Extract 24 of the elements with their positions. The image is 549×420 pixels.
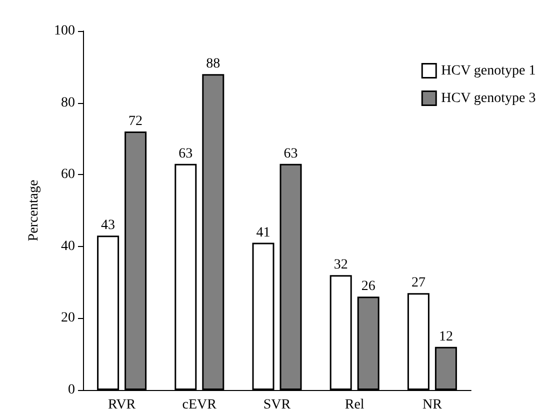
data-label: 88 <box>206 56 220 72</box>
y-tick-label: 20 <box>61 310 75 326</box>
data-label: 27 <box>411 276 426 291</box>
y-axis-title: Percentage <box>26 180 42 242</box>
data-label: 72 <box>128 114 143 130</box>
data-label: 43 <box>101 218 116 234</box>
data-label: 32 <box>334 258 348 273</box>
x-tick-label: RVR <box>108 398 136 412</box>
data-label: 63 <box>178 146 193 162</box>
x-tick-label: cEVR <box>182 398 218 412</box>
data-label: 12 <box>438 329 453 344</box>
x-tick-label: SVR <box>263 398 292 412</box>
legend-label: HCV genotype 3 <box>441 90 536 106</box>
y-tick-label: 0 <box>68 382 75 398</box>
data-label: 26 <box>361 279 376 294</box>
x-tick-label: Rel <box>344 398 364 412</box>
y-tick-label: 80 <box>61 95 75 110</box>
y-tick-label: 100 <box>54 24 75 38</box>
data-label: 63 <box>284 146 298 162</box>
x-tick-label: NR <box>422 398 443 412</box>
data-label: 41 <box>256 225 270 240</box>
y-tick-label: 60 <box>61 167 75 182</box>
legend-label: HCV genotype 1 <box>441 63 536 78</box>
y-tick-label: 40 <box>61 238 75 254</box>
